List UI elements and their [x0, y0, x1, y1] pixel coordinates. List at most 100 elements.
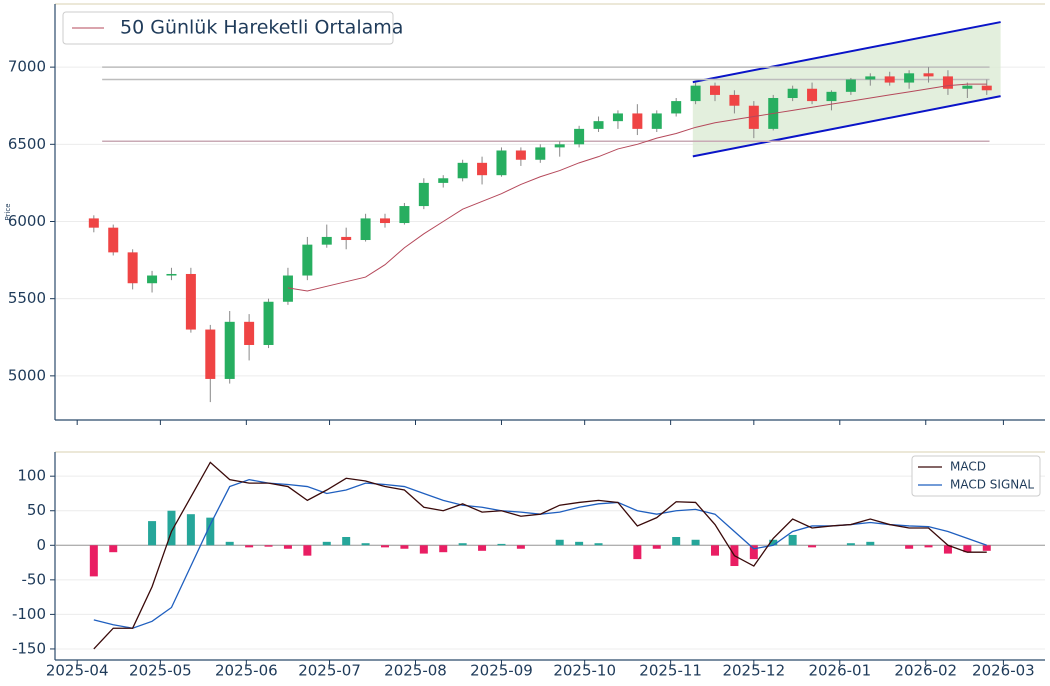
candle-body	[127, 252, 138, 284]
macd-line	[93, 461, 987, 650]
candle-body	[535, 147, 546, 160]
histogram-bar	[148, 521, 157, 546]
histogram-bar	[575, 541, 584, 546]
candle-body	[399, 206, 410, 224]
x-tick-label: 2025-06	[215, 662, 278, 680]
histogram-bar	[206, 517, 215, 546]
candle-body	[710, 85, 720, 95]
histogram-bar	[516, 545, 525, 549]
y-tick-label: 5000	[8, 366, 46, 384]
histogram-bar	[478, 545, 487, 551]
candle-body	[923, 73, 934, 77]
histogram-bar	[788, 534, 797, 546]
candle-body	[748, 105, 759, 129]
candle-body	[418, 182, 429, 207]
candle-body	[826, 91, 837, 102]
x-tick-label: 2026-01	[808, 662, 871, 680]
candle-body	[807, 88, 818, 102]
candle-body	[884, 76, 895, 83]
candle-body	[845, 79, 856, 92]
candle-body	[224, 321, 235, 379]
candle-body	[690, 85, 701, 102]
histogram-bar	[322, 541, 331, 546]
y-axis-label: Price	[4, 203, 12, 220]
candle-body	[477, 162, 488, 176]
y-tick-label: -100	[12, 605, 46, 623]
x-tick-label: 2025-12	[722, 662, 785, 680]
histogram-bar	[109, 545, 118, 553]
candle-body	[341, 236, 352, 241]
legend-label: MACD SIGNAL	[950, 478, 1034, 492]
x-tick-label: 2025-05	[129, 662, 192, 680]
histogram-bar	[943, 545, 952, 554]
candle-body	[671, 101, 682, 114]
x-tick-label: 2025-08	[384, 662, 447, 680]
candle-body	[457, 162, 468, 179]
candle-body	[380, 218, 390, 224]
candle-body	[515, 150, 526, 160]
histogram-bar	[303, 545, 312, 556]
legend-label: 50 Günlük Hareketli Ortalama	[120, 17, 403, 39]
candle-body	[962, 85, 973, 89]
legend: 50 Günlük Hareketli Ortalama	[62, 11, 403, 45]
candle-body	[904, 73, 915, 83]
histogram-bar	[381, 545, 389, 548]
x-tick-label: 2025-09	[470, 662, 533, 680]
y-tick-label: -50	[22, 570, 47, 588]
x-tick-label: 2025-04	[46, 662, 109, 680]
histogram-bar	[283, 545, 292, 549]
histogram-bar	[439, 545, 448, 553]
histogram-bar	[497, 543, 506, 546]
x-tick-label: 2025-11	[639, 662, 702, 680]
histogram-bar	[769, 539, 778, 546]
legend-box	[911, 455, 1041, 497]
histogram-bar	[594, 543, 603, 546]
histogram-bar	[652, 545, 661, 549]
candle-body	[981, 85, 992, 91]
candle-body	[282, 275, 293, 302]
candle-body	[302, 244, 313, 276]
histogram-bar	[963, 545, 972, 553]
channel-line	[692, 21, 1001, 84]
candle-body	[88, 218, 99, 228]
candle-body	[205, 329, 216, 379]
x-tick-label: 2026-03	[972, 662, 1035, 680]
histogram-bar	[808, 545, 817, 548]
candle-body	[263, 301, 274, 345]
candle-body	[651, 113, 662, 129]
x-tick-label: 2026-02	[894, 662, 957, 680]
histogram-bar	[245, 545, 254, 548]
legend-box	[62, 11, 394, 45]
candle-body	[321, 236, 332, 245]
histogram-bar	[225, 541, 234, 546]
histogram-bar	[264, 545, 273, 547]
candle-body	[554, 144, 565, 148]
histogram-bar	[458, 543, 467, 546]
candle-body	[360, 218, 371, 241]
candle-body	[632, 113, 643, 129]
legend: MACD MACD SIGNAL	[911, 455, 1041, 497]
histogram-bar	[186, 514, 195, 546]
histogram-bar	[866, 541, 875, 546]
candle-body	[185, 273, 196, 330]
histogram-bar	[982, 545, 991, 551]
histogram-bar	[711, 545, 719, 556]
histogram-bar	[924, 545, 933, 548]
candle-body	[108, 227, 119, 253]
histogram-bar	[342, 536, 351, 546]
y-tick-label: 5500	[8, 289, 46, 307]
candle-body	[166, 273, 177, 276]
y-tick-label: 50	[27, 501, 46, 519]
candle-body	[593, 121, 604, 129]
y-tick-label: 0	[36, 536, 46, 554]
candle-body	[729, 94, 740, 106]
y-tick-label: 7000	[8, 58, 46, 76]
histogram-bar	[419, 545, 428, 554]
histogram-bar	[89, 545, 98, 577]
histogram-bar	[691, 539, 700, 546]
histogram-bar	[633, 545, 642, 560]
y-tick-label: 100	[17, 467, 46, 485]
x-tick-label: 2025-10	[553, 662, 616, 680]
candle-body	[942, 76, 953, 89]
